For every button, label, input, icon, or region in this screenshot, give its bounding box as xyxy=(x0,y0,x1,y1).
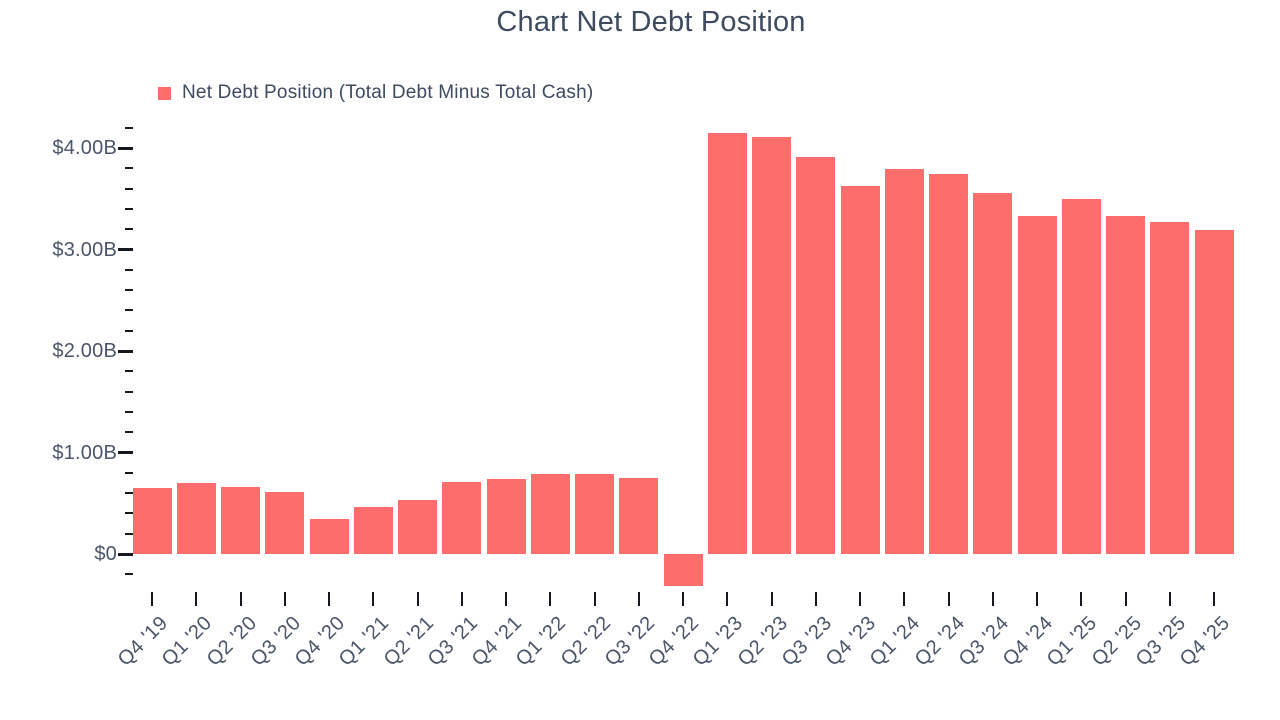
x-axis-tick xyxy=(726,592,728,606)
legend-item[interactable]: Net Debt Position (Total Debt Minus Tota… xyxy=(158,82,593,104)
x-axis-label: Q1 '24 xyxy=(866,612,925,671)
y-axis-minor-tick xyxy=(125,208,133,210)
x-axis-tick xyxy=(1213,592,1215,606)
bar-q1-24[interactable] xyxy=(885,169,924,554)
y-axis-minor-tick xyxy=(125,309,133,311)
bar-q1-25[interactable] xyxy=(1062,199,1101,554)
bar-q2-25[interactable] xyxy=(1106,216,1145,554)
y-axis-major-tick xyxy=(118,350,133,353)
y-axis-minor-tick xyxy=(125,533,133,535)
bar-q1-21[interactable] xyxy=(354,507,393,554)
legend-label: Net Debt Position (Total Debt Minus Tota… xyxy=(182,82,594,103)
y-axis-minor-tick xyxy=(125,472,133,474)
bar-q3-22[interactable] xyxy=(619,478,658,554)
y-axis-label: $2.00B xyxy=(52,340,117,362)
y-axis-label: $1.00B xyxy=(52,442,117,464)
bar-q1-20[interactable] xyxy=(177,483,216,554)
y-axis-minor-tick xyxy=(125,228,133,230)
y-axis-minor-tick xyxy=(125,188,133,190)
y-axis-label: $0 xyxy=(94,543,117,565)
x-axis-tick xyxy=(1036,592,1038,606)
x-axis-tick xyxy=(284,592,286,606)
x-axis-tick xyxy=(992,592,994,606)
x-axis-tick xyxy=(903,592,905,606)
x-axis-tick xyxy=(594,592,596,606)
bar-q4-21[interactable] xyxy=(487,479,526,554)
bar-q4-20[interactable] xyxy=(310,519,349,554)
y-axis-minor-tick xyxy=(125,330,133,332)
x-axis-tick xyxy=(859,592,861,606)
y-axis-minor-tick xyxy=(125,573,133,575)
bar-q2-23[interactable] xyxy=(752,137,791,554)
y-axis-minor-tick xyxy=(125,512,133,514)
x-axis-tick xyxy=(1169,592,1171,606)
bar-q4-24[interactable] xyxy=(1018,216,1057,554)
bar-q2-21[interactable] xyxy=(398,500,437,554)
x-axis-label: Q4 '25 xyxy=(1176,612,1235,671)
x-axis-tick xyxy=(372,592,374,606)
bar-q1-22[interactable] xyxy=(531,474,570,554)
y-axis-minor-tick xyxy=(125,269,133,271)
legend-swatch-icon xyxy=(158,86,171,100)
y-axis-minor-tick xyxy=(125,127,133,129)
x-axis-tick xyxy=(151,592,153,606)
y-axis-major-tick xyxy=(118,147,133,150)
y-axis-minor-tick xyxy=(125,411,133,413)
bar-q2-20[interactable] xyxy=(221,487,260,554)
x-axis-label: Q1 '23 xyxy=(689,612,748,671)
bar-q3-25[interactable] xyxy=(1150,222,1189,554)
x-axis-tick xyxy=(549,592,551,606)
x-axis-tick xyxy=(417,592,419,606)
x-axis-tick xyxy=(682,592,684,606)
bar-q2-22[interactable] xyxy=(575,474,614,554)
bar-q1-23[interactable] xyxy=(708,133,747,554)
x-axis-tick xyxy=(815,592,817,606)
bar-q3-23[interactable] xyxy=(796,157,835,554)
x-axis-tick xyxy=(240,592,242,606)
y-axis-minor-tick xyxy=(125,431,133,433)
x-axis-tick xyxy=(948,592,950,606)
bar-q4-23[interactable] xyxy=(841,186,880,554)
bar-q4-19[interactable] xyxy=(133,488,172,554)
bar-q2-24[interactable] xyxy=(929,174,968,554)
bar-q3-21[interactable] xyxy=(442,482,481,554)
y-axis-minor-tick xyxy=(125,289,133,291)
chart-title: Chart Net Debt Position xyxy=(496,6,806,38)
x-axis-label: Q1 '21 xyxy=(335,612,394,671)
x-axis-tick xyxy=(195,592,197,606)
y-axis-label: $3.00B xyxy=(52,239,117,261)
x-axis-tick xyxy=(1125,592,1127,606)
y-axis-minor-tick xyxy=(125,167,133,169)
y-axis-minor-tick xyxy=(125,391,133,393)
y-axis-minor-tick xyxy=(125,370,133,372)
x-axis-tick xyxy=(771,592,773,606)
y-axis-major-tick xyxy=(118,553,133,556)
x-axis-tick xyxy=(505,592,507,606)
x-axis-tick xyxy=(638,592,640,606)
x-axis-label: Q1 '20 xyxy=(158,612,217,671)
x-axis-tick xyxy=(1080,592,1082,606)
bar-q3-20[interactable] xyxy=(265,492,304,554)
y-axis-major-tick xyxy=(118,248,133,251)
y-axis-minor-tick xyxy=(125,492,133,494)
bar-q4-22[interactable] xyxy=(664,554,703,586)
bar-q3-24[interactable] xyxy=(973,193,1012,554)
y-axis-label: $4.00B xyxy=(52,137,117,159)
x-axis-tick xyxy=(328,592,330,606)
x-axis-label: Q1 '25 xyxy=(1043,612,1102,671)
x-axis-tick xyxy=(461,592,463,606)
x-axis-label: Q1 '22 xyxy=(512,612,571,671)
bar-q4-25[interactable] xyxy=(1195,230,1234,554)
y-axis-major-tick xyxy=(118,451,133,454)
